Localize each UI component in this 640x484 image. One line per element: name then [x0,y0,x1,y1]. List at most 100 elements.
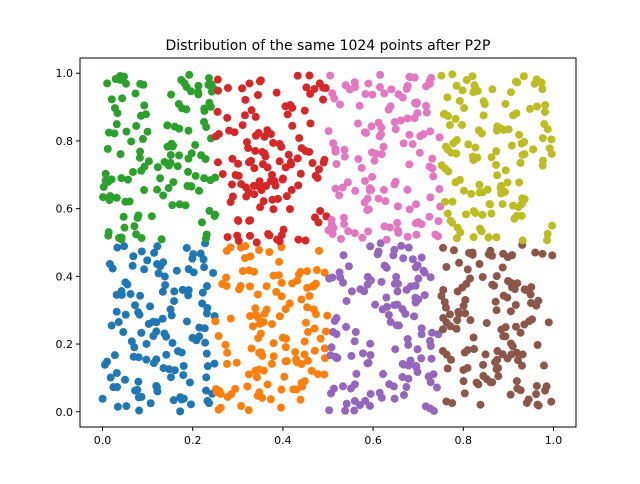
scatter-point [544,318,553,327]
scatter-point [371,300,380,309]
scatter-point [228,154,237,163]
scatter-point [201,338,210,347]
scatter-point [426,273,435,282]
scatter-point [167,373,175,382]
scatter-point [455,258,464,267]
scatter-point [408,255,417,264]
scatter-point [153,242,162,251]
scatter-point [316,334,325,343]
scatter-point [410,312,419,321]
scatter-point [241,95,250,104]
scatter-point [362,128,371,137]
y-tick-label: 0.8 [56,135,74,148]
scatter-point [177,75,186,84]
scatter-point [377,130,386,139]
scatter-point [158,314,167,323]
scatter-point [404,374,413,383]
scatter-point [422,108,431,117]
scatter-point [98,394,107,403]
scatter-point [223,113,232,122]
scatter-point [143,127,152,136]
scatter-point [182,82,191,91]
scatter-point [540,120,549,129]
scatter-point [470,345,479,354]
scatter-point [384,310,393,319]
scatter-point [403,232,412,241]
scatter-point [455,96,464,105]
scatter-point [287,186,296,195]
scatter-point [513,78,522,87]
scatter-point [269,339,278,348]
scatter-point [498,263,507,272]
scatter-point [404,243,413,252]
scatter-point [275,157,284,166]
scatter-point [503,293,512,302]
scatter-point [412,230,421,239]
scatter-point [316,206,325,215]
x-tick-label: 1.0 [545,434,563,447]
scatter-point [253,91,262,100]
scatter-point [279,225,288,234]
scatter-point [206,176,215,185]
scatter-point [140,265,149,274]
scatter-point [192,336,201,345]
scatter-point [476,400,485,409]
scatter-point [183,182,192,190]
scatter-point [228,192,237,201]
scatter-point [300,350,309,359]
scatter-point [411,263,420,272]
y-tick-label: 1.0 [56,67,74,80]
scatter-point [327,216,336,225]
scatter-point [457,120,466,129]
scatter-point [245,79,254,88]
scatter-point [120,242,129,251]
scatter-point [387,85,396,94]
scatter-point [251,112,260,121]
scatter-point [487,153,496,162]
scatter-point [449,246,458,255]
scatter-point [235,285,244,294]
scatter-point [390,117,399,126]
scatter-point [429,172,438,181]
scatter-point [210,359,219,368]
scatter-point [452,81,461,90]
scatter-point [358,233,367,242]
scatter-point [328,273,337,282]
scatter-point [203,362,212,371]
scatter-point [342,399,351,408]
scatter-point [280,372,289,381]
scatter-point [474,380,483,389]
scatter-point [282,357,291,366]
scatter-point [533,341,542,349]
y-tick-label: 0.4 [56,270,74,283]
scatter-point [234,236,243,245]
scatter-point [223,359,231,368]
scatter-point [350,78,359,87]
scatter-point [258,148,267,157]
scatter-point [247,344,256,353]
scatter-point [281,163,290,172]
scatter-point [389,382,398,391]
scatter-point [113,243,122,252]
scatter-point [461,309,470,318]
scatter-point [324,127,333,136]
scatter-point [202,373,211,382]
scatter-point [350,406,359,415]
scatter-point [278,175,287,184]
scatter-point [399,139,408,148]
scatter-point [213,75,222,84]
scatter-point [332,160,341,169]
scatter-point [547,149,556,158]
scatter-point [128,261,137,270]
scatter-point [265,248,274,257]
scatter-point [277,292,286,301]
scatter-point [445,121,454,130]
scatter-point [547,397,556,406]
scatter-point [127,137,136,146]
scatter-point [256,203,265,212]
scatter-point [519,72,528,81]
scatter-point [191,171,200,180]
scatter-point [269,205,278,214]
scatter-point [282,192,291,201]
scatter-point [199,255,208,264]
